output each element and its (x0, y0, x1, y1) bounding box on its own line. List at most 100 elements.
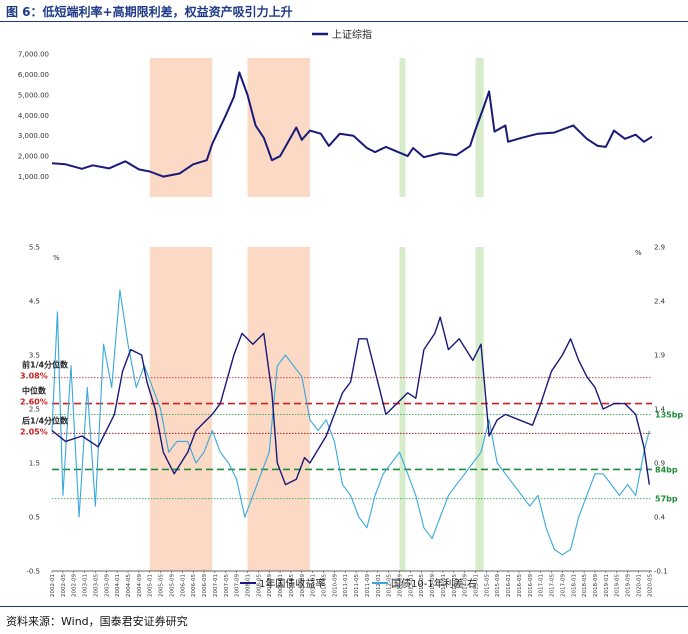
right-y-tick-7: -0.1 (654, 568, 668, 576)
x-tick-label-46: 2017-01 (539, 574, 545, 597)
x-tick-label-4: 2003-01 (83, 574, 89, 597)
x-tick-label-22: 2009-01 (278, 574, 284, 597)
left-y-tick-3: 3.5 (29, 352, 40, 360)
x-tick-label-23: 2009-05 (289, 574, 295, 597)
x-tick-label-14: 2006-05 (191, 574, 197, 597)
top-y-tick-6: 2,000.00 (18, 153, 49, 161)
bottom-y-axes: 5.5 4.5 3.5 2.5 1.5 0.5 -0.5 2.9 2.4 1.9 1.4 0.9 0.4… (26, 244, 667, 576)
x-tick-label-41: 2015-05 (484, 574, 490, 597)
top-shaded-period-4 (475, 58, 484, 197)
chart-canvas: 7,000.00 6,000.00 5,000.00 4,000.00 3,000.00… (18, 28, 684, 597)
spread-series-line (51, 289, 650, 556)
top-y-tick-2: 6,000.00 (18, 71, 49, 79)
index-series-line (51, 71, 653, 178)
x-tick-label-44: 2016-05 (517, 574, 523, 597)
top-shaded-periods (149, 58, 484, 197)
x-tick-label-42: 2015-09 (495, 574, 501, 597)
x-tick-label-31: 2012-01 (376, 574, 382, 597)
x-tick-label-16: 2007-01 (213, 574, 219, 597)
bottom-shaded-period-4 (475, 247, 484, 571)
x-tick-label-33: 2012-09 (398, 574, 404, 597)
bottom-x-axis: 2002-01 2002-05 2002-09 2003-01 2003-05 2003-… (50, 571, 653, 597)
legend-label-spread: 国债10-1年利差 右 (391, 577, 477, 590)
x-tick-label-7: 2004-01 (115, 574, 121, 597)
x-tick-label-51: 2018-09 (593, 574, 599, 597)
left-y-tick-7: -0.5 (26, 568, 40, 576)
x-tick-label-28: 2011-01 (343, 574, 349, 597)
x-tick-label-35: 2013-05 (419, 574, 425, 597)
reference-value-5: 84bp (655, 465, 678, 474)
x-tick-label-47: 2017-05 (550, 574, 556, 597)
left-y-tick-1: 5.5 (29, 244, 40, 252)
x-tick-label-53: 2019-05 (615, 574, 621, 597)
x-tick-label-10: 2005-01 (148, 574, 154, 597)
x-tick-label-8: 2004-05 (126, 574, 132, 597)
top-y-tick-7: 1,000.00 (18, 173, 49, 181)
x-tick-label-27: 2010-09 (332, 574, 338, 597)
left-unit-label: % (53, 254, 60, 262)
x-tick-label-3: 2002-09 (72, 574, 78, 597)
reference-name-1: 前1/4分位数 (22, 360, 69, 370)
x-tick-label-40: 2015-01 (474, 574, 480, 597)
legend-label-yield: 1年国债收益率 (259, 577, 325, 590)
top-legend: 上证综指 (312, 28, 372, 41)
x-tick-label-5: 2003-05 (93, 574, 99, 597)
x-tick-label-19: 2008-01 (245, 574, 251, 597)
x-tick-label-24: 2009-09 (300, 574, 306, 597)
x-tick-label-21: 2008-09 (267, 574, 273, 597)
bottom-shaded-periods (149, 247, 484, 571)
reference-name-2: 中位数 (22, 386, 47, 396)
x-tick-label-26: 2010-05 (321, 574, 327, 597)
left-y-tick-5: 1.5 (29, 460, 40, 468)
x-tick-label-6: 2003-09 (104, 574, 110, 597)
bottom-series-group (51, 289, 650, 556)
right-y-tick-6: 0.4 (654, 514, 666, 522)
bottom-annotation-labels: 前1/4分位数 3.08% 中位数 2.60% 后1/4分位数 2.05% 135bp 84b… (20, 360, 683, 504)
x-tick-label-50: 2018-05 (582, 574, 588, 597)
legend-label-index: 上证综指 (332, 28, 372, 41)
top-y-axis: 7,000.00 6,000.00 5,000.00 4,000.00 3,000.00… (18, 51, 49, 182)
x-tick-label-49: 2018-01 (571, 574, 577, 597)
right-unit-label: % (635, 249, 642, 257)
x-tick-label-32: 2012-05 (387, 574, 393, 597)
title-divider (0, 21, 688, 22)
x-tick-label-55: 2020-01 (636, 574, 642, 597)
top-shaded-period-1 (149, 58, 213, 197)
x-tick-label-17: 2007-05 (224, 574, 230, 597)
source-note: 资料来源：Wind，国泰君安证券研究 (6, 615, 188, 628)
top-shaded-period-3 (399, 58, 406, 197)
x-tick-label-38: 2014-05 (452, 574, 458, 597)
x-tick-label-29: 2011-05 (354, 574, 360, 597)
x-tick-label-9: 2004-09 (137, 574, 143, 597)
right-y-tick-4: 1.4 (654, 406, 666, 414)
top-y-tick-5: 3,000.00 (18, 132, 49, 140)
x-tick-label-45: 2016-09 (528, 574, 534, 597)
bottom-legend: 1年国债收益率 国债10-1年利差 右 (240, 577, 477, 590)
x-tick-label-25: 2010-01 (311, 574, 317, 597)
bottom-shaded-period-3 (399, 247, 406, 571)
bottom-shaded-period-2 (247, 247, 310, 571)
x-tick-label-13: 2006-01 (180, 574, 186, 597)
reference-value-6: 57bp (655, 495, 678, 504)
x-tick-label-11: 2005-05 (159, 574, 165, 597)
reference-value-2: 2.60% (20, 398, 48, 407)
x-tick-label-1: 2002-01 (50, 574, 56, 597)
x-tick-label-43: 2016-01 (506, 574, 512, 597)
x-tick-label-48: 2017-09 (560, 574, 566, 597)
reference-value-4: 135bp (655, 410, 683, 419)
x-tick-label-20: 2008-05 (256, 574, 262, 597)
right-y-tick-3: 1.9 (654, 352, 665, 360)
left-y-tick-6: 0.5 (29, 514, 40, 522)
x-tick-label-15: 2006-09 (202, 574, 208, 597)
x-tick-label-36: 2013-09 (430, 574, 436, 597)
source-divider (0, 606, 688, 607)
x-tick-label-39: 2014-09 (463, 574, 469, 597)
x-tick-label-56: 2020-05 (647, 574, 653, 597)
top-series-group (51, 71, 653, 178)
right-y-tick-1: 2.9 (654, 244, 665, 252)
reference-name-3: 后1/4分位数 (22, 415, 69, 425)
top-y-tick-3: 5,000.00 (18, 91, 49, 99)
x-tick-label-30: 2011-09 (365, 574, 371, 597)
x-tick-label-37: 2014-01 (441, 574, 447, 597)
left-y-tick-2: 4.5 (29, 298, 40, 306)
